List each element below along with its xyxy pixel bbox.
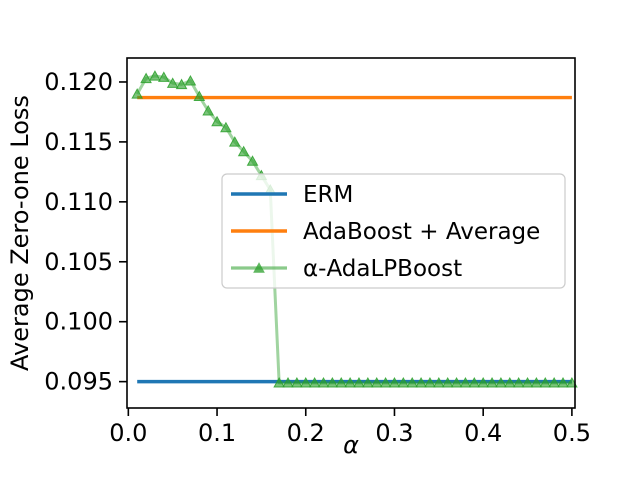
x-axis-ticks: 0.0 0.1 0.2 0.3 0.4 0.5 xyxy=(109,408,591,447)
legend-entry-erm: ERM xyxy=(231,182,353,208)
series-marker-adalpboost xyxy=(157,71,170,82)
series-marker-adalpboost xyxy=(317,376,330,388)
series-marker-adalpboost xyxy=(512,376,525,388)
series-marker-adalpboost xyxy=(379,376,392,388)
series-marker-adalpboost xyxy=(308,376,321,388)
plot-frame xyxy=(126,57,576,409)
series-marker-adalpboost xyxy=(220,121,232,133)
series-marker-adalpboost xyxy=(184,74,197,86)
series-marker-adalpboost xyxy=(441,376,454,388)
series-marker-adalpboost xyxy=(299,376,312,388)
y-tick-label: 0.115 xyxy=(44,128,113,156)
x-tick-label: 0.4 xyxy=(464,419,502,447)
series-marker-adalpboost xyxy=(432,376,445,388)
y-tick-label: 0.105 xyxy=(44,248,113,276)
y-axis-ticks: 0.095 0.100 0.105 0.110 0.115 0.120 xyxy=(44,68,127,396)
x-tick-label: 0.1 xyxy=(198,419,236,447)
series-marker-adalpboost xyxy=(140,72,152,84)
series-marker-adalpboost xyxy=(211,115,223,127)
series-marker-adalpboost xyxy=(468,376,481,388)
series-marker-adalpboost xyxy=(495,376,507,388)
series-marker-adalpboost xyxy=(273,376,285,388)
series-marker-adalpboost xyxy=(344,376,356,388)
series-marker-adalpboost xyxy=(424,376,436,388)
legend-frame xyxy=(221,173,566,289)
x-tick-label: 0.5 xyxy=(553,419,591,447)
series-marker-adalpboost xyxy=(486,376,498,388)
x-tick-label: 0.2 xyxy=(287,419,325,447)
series-marker-adalpboost xyxy=(291,376,303,388)
y-tick-label: 0.095 xyxy=(44,368,113,396)
series-marker-adalpboost xyxy=(388,376,401,388)
series-marker-adalpboost xyxy=(228,136,241,147)
y-tick-label: 0.110 xyxy=(44,188,113,216)
series-marker-adalpboost xyxy=(149,70,161,81)
x-tick-label: 0.3 xyxy=(375,419,413,447)
series-marker-adalpboost xyxy=(282,376,294,388)
series-marker-adalpboost xyxy=(521,376,534,388)
series-marker-adalpboost xyxy=(131,88,144,99)
series-marker-adalpboost xyxy=(477,376,490,388)
series-marker-adalpboost xyxy=(166,77,179,88)
legend-triangle-marker-icon xyxy=(253,262,265,273)
series-marker-adalpboost xyxy=(335,376,348,388)
series-marker-adalpboost xyxy=(539,376,552,388)
legend-entry-alpha-adalpboost: α-AdaLPBoost xyxy=(231,256,462,282)
series-marker-adalpboost xyxy=(370,376,383,388)
x-axis-label: α xyxy=(343,431,359,459)
legend-entry-adaboost-average: AdaBoost + Average xyxy=(231,219,540,245)
series-marker-adalpboost xyxy=(397,376,410,388)
legend-label-erm: ERM xyxy=(303,182,353,208)
series-marker-adalpboost xyxy=(503,376,516,388)
series-marker-adalpboost xyxy=(202,104,215,116)
series-marker-adalpboost xyxy=(175,78,188,90)
series-group xyxy=(131,70,578,388)
series-marker-adalpboost xyxy=(193,90,206,102)
y-tick-label: 0.100 xyxy=(44,308,113,336)
legend: ERM AdaBoost + Average α-AdaLPBoost xyxy=(221,173,566,289)
series-marker-adalpboost xyxy=(362,376,374,388)
y-axis-label: Average Zero-one Loss xyxy=(6,95,34,371)
legend-label-adaboost-average: AdaBoost + Average xyxy=(303,219,540,245)
legend-label-alpha-adalpboost: α-AdaLPBoost xyxy=(303,256,462,282)
series-marker-adalpboost xyxy=(415,376,427,388)
series-marker-adalpboost xyxy=(557,376,569,388)
y-tick-label: 0.120 xyxy=(44,68,113,96)
series-marker-adalpboost xyxy=(530,376,543,388)
series-marker-adalpboost xyxy=(353,376,365,388)
x-tick-label: 0.0 xyxy=(109,419,147,447)
series-marker-adalpboost xyxy=(459,376,472,388)
series-marker-adalpboost xyxy=(406,376,419,388)
series-marker-adalpboost xyxy=(246,155,259,166)
series-marker-adalpboost xyxy=(450,376,463,388)
series-marker-adalpboost xyxy=(237,145,250,157)
series-marker-adalpboost xyxy=(326,376,339,388)
series-marker-adalpboost xyxy=(548,376,561,388)
